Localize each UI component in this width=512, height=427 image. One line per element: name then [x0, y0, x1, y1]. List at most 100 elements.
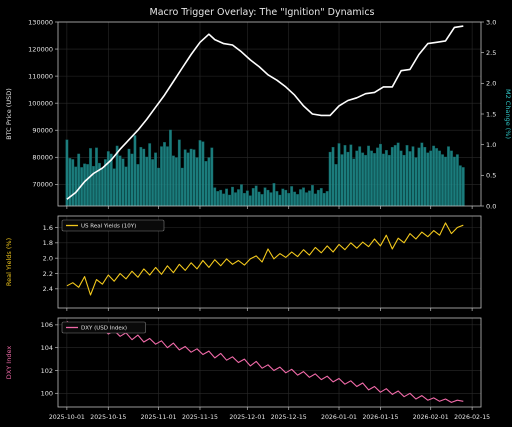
m2-bar — [163, 142, 166, 207]
m2-bar — [417, 147, 421, 207]
y2-tick-label: 3.0 — [486, 18, 496, 26]
m2-bar — [343, 145, 347, 207]
m2-bar — [364, 154, 368, 207]
m2-bar — [121, 158, 125, 207]
m2-bar — [322, 192, 326, 207]
m2-bar — [189, 148, 193, 207]
m2-bar — [204, 161, 208, 207]
y-tick-label: 90000 — [32, 127, 53, 135]
y2-tick-label: 2.0 — [486, 80, 496, 88]
m2-bar — [299, 189, 302, 207]
m2-bar — [71, 159, 75, 207]
x-tick-label: 2025-10-15 — [90, 414, 126, 421]
m2-bar — [68, 158, 72, 207]
m2-bar — [266, 189, 270, 207]
m2-bar — [390, 146, 394, 207]
m2-bar — [106, 151, 110, 207]
m2-bar — [213, 187, 217, 207]
m2-bar — [234, 192, 237, 207]
m2-bar — [174, 157, 178, 207]
m2-bar — [376, 147, 379, 207]
x-tick-label: 2025-11-15 — [182, 414, 218, 421]
m2-bar — [216, 191, 220, 207]
m2-bar — [334, 164, 338, 207]
m2-bar — [290, 186, 294, 207]
btc-price-line — [66, 25, 464, 200]
m2-bar — [393, 145, 397, 207]
legend-label: DXY (USD Index) — [81, 326, 127, 332]
m2-bar — [127, 148, 131, 207]
m2-bar — [402, 154, 406, 207]
m2-bar — [340, 154, 344, 207]
m2-bar — [305, 192, 308, 207]
m2-bar — [118, 155, 122, 207]
y-axis-label: BTC Price (USD) — [5, 88, 13, 140]
m2-bar — [319, 188, 323, 207]
m2-bar — [325, 191, 329, 207]
m2-bar — [83, 163, 87, 207]
m2-bar — [447, 146, 450, 207]
m2-bar — [198, 140, 202, 207]
m2-bar — [139, 146, 143, 207]
m2-bar — [455, 154, 459, 207]
m2-bar — [420, 142, 424, 207]
y-tick-label: 120000 — [28, 45, 53, 53]
m2-bar — [272, 183, 276, 207]
m2-bar — [432, 145, 436, 207]
m2-bar — [313, 193, 317, 207]
y-tick-label: 100000 — [28, 99, 53, 107]
m2-bar — [222, 193, 226, 207]
m2-bar — [254, 185, 258, 207]
m2-bar — [384, 150, 388, 207]
m2-bar — [405, 145, 409, 207]
m2-bar — [225, 188, 229, 207]
m2-bar — [166, 146, 169, 207]
m2-bar — [435, 148, 439, 207]
m2-bar — [358, 146, 362, 207]
x-tick-label: 2025-12-01 — [229, 414, 265, 421]
m2-bar — [237, 189, 240, 207]
m2-bar — [251, 188, 255, 207]
m2-bar — [331, 146, 335, 207]
m2-bar — [387, 154, 391, 207]
m2-bar — [399, 150, 403, 207]
m2-bar — [257, 191, 261, 207]
m2-bar — [452, 156, 456, 207]
m2-bar — [361, 152, 365, 207]
y-tick-label: 110000 — [28, 72, 53, 80]
plot-frame — [57, 215, 482, 309]
m2-bar — [346, 151, 350, 207]
m2-bar — [423, 146, 427, 207]
m2-bar — [171, 155, 175, 207]
m2-bar — [168, 129, 172, 207]
legend-label: US Real Yields (10Y) — [81, 224, 136, 230]
m2-bar — [77, 153, 81, 207]
m2-bar — [373, 153, 376, 207]
plot-frame — [57, 21, 482, 207]
m2-bar — [157, 167, 160, 207]
plot-frame — [57, 317, 482, 408]
m2-bar — [284, 189, 288, 207]
m2-bar — [192, 149, 196, 207]
m2-bar — [180, 167, 184, 207]
real-yields-line — [66, 222, 464, 296]
m2-bar — [316, 189, 320, 207]
y-tick-label: 2.4 — [43, 285, 53, 293]
m2-bar — [100, 168, 104, 207]
x-tick-label: 2026-01-01 — [321, 414, 357, 421]
m2-bar — [145, 156, 149, 207]
m2-bar — [414, 157, 418, 207]
m2-bar — [133, 135, 137, 207]
x-tick-label: 2025-10-01 — [49, 414, 85, 421]
m2-bar — [65, 139, 69, 207]
m2-bar — [201, 141, 205, 207]
m2-bar — [370, 150, 373, 207]
m2-bar — [186, 152, 190, 207]
m2-bar — [278, 194, 282, 207]
m2-bar — [124, 166, 128, 207]
m2-bar — [408, 151, 412, 207]
m2-bar — [130, 153, 134, 207]
y2-tick-label: 0.0 — [486, 202, 496, 210]
y-tick-label: 102 — [41, 367, 53, 375]
m2-bar — [269, 192, 273, 207]
